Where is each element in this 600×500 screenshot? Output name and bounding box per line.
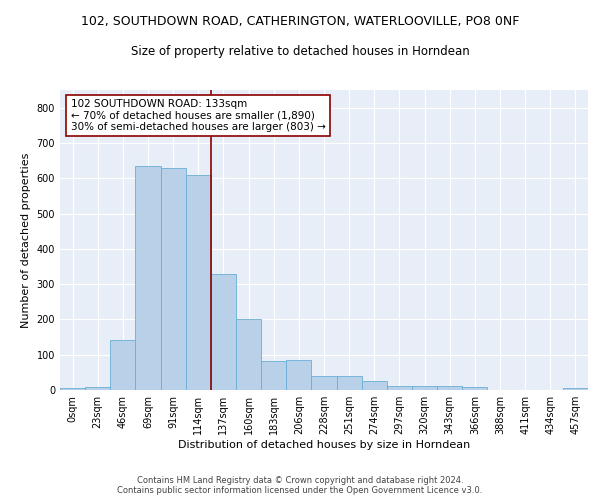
Bar xyxy=(387,386,412,390)
Bar xyxy=(261,360,286,390)
Text: Contains HM Land Registry data © Crown copyright and database right 2024.
Contai: Contains HM Land Registry data © Crown c… xyxy=(118,476,482,495)
Bar xyxy=(337,376,362,390)
Bar xyxy=(412,386,437,390)
Bar xyxy=(437,386,462,390)
Bar xyxy=(136,166,161,390)
Bar xyxy=(211,274,236,390)
Bar xyxy=(236,320,261,390)
Text: 102 SOUTHDOWN ROAD: 133sqm
← 70% of detached houses are smaller (1,890)
30% of s: 102 SOUTHDOWN ROAD: 133sqm ← 70% of deta… xyxy=(71,99,325,132)
Bar xyxy=(110,340,136,390)
Bar xyxy=(462,387,487,390)
Bar xyxy=(362,381,387,390)
X-axis label: Distribution of detached houses by size in Horndean: Distribution of detached houses by size … xyxy=(178,440,470,450)
Text: Size of property relative to detached houses in Horndean: Size of property relative to detached ho… xyxy=(131,45,469,58)
Bar xyxy=(563,388,588,390)
Bar xyxy=(85,387,110,390)
Bar xyxy=(60,388,85,390)
Bar xyxy=(311,376,337,390)
Bar xyxy=(186,174,211,390)
Bar xyxy=(161,168,186,390)
Text: 102, SOUTHDOWN ROAD, CATHERINGTON, WATERLOOVILLE, PO8 0NF: 102, SOUTHDOWN ROAD, CATHERINGTON, WATER… xyxy=(81,15,519,28)
Bar xyxy=(286,360,311,390)
Y-axis label: Number of detached properties: Number of detached properties xyxy=(21,152,31,328)
